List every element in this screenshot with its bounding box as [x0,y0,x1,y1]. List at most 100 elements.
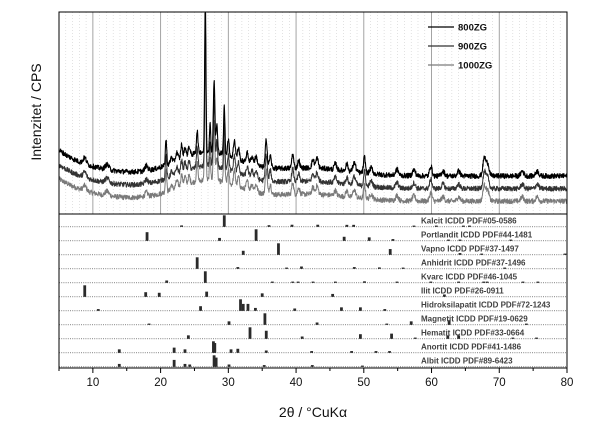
reference-label: Kvarc ICDD PDF#46-1045 [421,273,518,282]
reference-peak [172,347,176,353]
series-line [58,12,568,180]
x-tick-label: 50 [357,377,370,389]
reference-peak [213,343,217,353]
x-tick-label: 20 [154,377,167,389]
reference-peak [359,307,362,311]
reference-peak [315,322,319,325]
x-tick-label: 40 [290,377,303,389]
reference-peak [199,306,202,311]
x-tick-label: 80 [561,377,574,389]
reference-label: Portlandit ICDD PDF#44-1481 [421,231,533,240]
reference-peak [310,351,314,353]
reference-peak [352,267,356,269]
reference-label: Kalcit ICDD PDF#05-0586 [421,217,517,226]
reference-peak [186,335,190,339]
reference-peak [214,357,218,367]
reference-peak [260,293,264,297]
reference-peak [183,363,187,367]
reference-pattern: Anhidrit ICDD PDF#37-1496 [59,257,567,270]
x-axis-title: 2θ / °CuKα [279,404,347,420]
reference-peak [83,285,87,297]
y-axis-title: Intenzitet / CPS [28,63,44,160]
reference-pattern: Anortit ICDD PDF#41-1486 [59,341,567,354]
reference-peak [521,281,525,283]
reference-peak [277,243,280,255]
reference-peak [117,363,121,367]
reference-peak [412,225,416,227]
reference-pattern: Hematit ICDD PDF#33-0664 [59,327,567,340]
reference-peak [222,215,226,227]
reference-peak [409,321,413,325]
reference-peak [359,334,362,339]
reference-peak [229,349,233,353]
reference-peak [239,299,242,311]
reference-peak [457,335,461,339]
x-axis-ticks: 10 20 30 40 50 60 70 80 [58,368,574,389]
reference-peak [350,351,354,353]
reference-peak [485,281,489,283]
reference-peak [390,333,393,339]
reference-peak [434,225,438,227]
reference-peak [524,323,528,325]
reference-peak [172,359,176,367]
reference-peak [482,281,486,283]
reference-peak [117,349,121,353]
reference-pattern: Portlandit ICDD PDF#44-1481 [59,229,567,242]
reference-pattern: Magnetit ICDD PDF#19-0629 [59,313,567,326]
reference-label: Vapno ICDD PDF#37-1497 [421,245,519,254]
reference-peak [300,336,304,339]
reference-peak [509,239,513,241]
legend-label: 1000ZG [458,61,492,72]
reference-label: Hidroksilapatit ICDD PDF#72-1243 [421,301,551,310]
reference-peak [458,239,462,241]
reference-peak [413,337,417,339]
x-tick-label: 70 [493,377,506,389]
reference-peak [183,349,187,353]
plot-frame [58,11,568,369]
gridlines [65,12,561,214]
reference-peak [447,320,451,325]
reference-peak [429,281,433,283]
reference-label: Ilit ICDD PDF#26-0911 [421,287,504,296]
reference-peak [254,229,258,241]
reference-pattern: Albit ICDD PDF#89-6423 [59,355,567,368]
reference-peak [246,303,250,311]
reference-peak [331,293,335,297]
reference-pattern: Kalcit ICDD PDF#05-0586 [59,215,567,228]
reference-peak [293,308,297,311]
reference-peak [443,294,446,297]
reference-peak [270,281,274,283]
reference-peak [267,225,271,227]
reference-peak [457,281,461,283]
reference-label: Albit ICDD PDF#89-6423 [421,357,513,366]
reference-peak [165,280,169,283]
reference-peak [264,350,268,353]
reference-peak [352,224,356,227]
reference-label: Hematit ICDD PDF#33-0664 [421,329,525,338]
reference-pattern: Vapno ICDD PDF#37-1497 [59,243,567,256]
series-line [58,24,568,192]
reference-peak [263,313,267,325]
reference-peak [395,281,399,283]
reference-peak [536,281,540,283]
reference-pattern: Kvarc ICDD PDF#46-1045 [59,271,567,284]
reference-peak [296,281,300,283]
reference-patterns: Kalcit ICDD PDF#05-0586 Portlandit ICDD P… [59,215,567,368]
reference-peak [291,281,295,283]
reference-peak [203,271,207,283]
reference-peak [290,224,294,227]
reference-peak [345,224,349,227]
reference-peak [340,307,343,311]
diffraction-series [58,12,568,205]
reference-peak [96,309,100,311]
reference-label: Magnetit ICDD PDF#19-0629 [421,315,528,324]
reference-peak [374,351,378,353]
reference-peak [310,365,314,367]
reference-peak [205,291,209,297]
reference-peak [385,323,389,325]
reference-peak [535,337,538,339]
series-line [58,44,568,205]
reference-pattern: Ilit ICDD PDF#26-0911 [59,285,567,298]
legend-label: 800ZG [458,23,487,34]
x-tick-label: 60 [425,377,438,389]
